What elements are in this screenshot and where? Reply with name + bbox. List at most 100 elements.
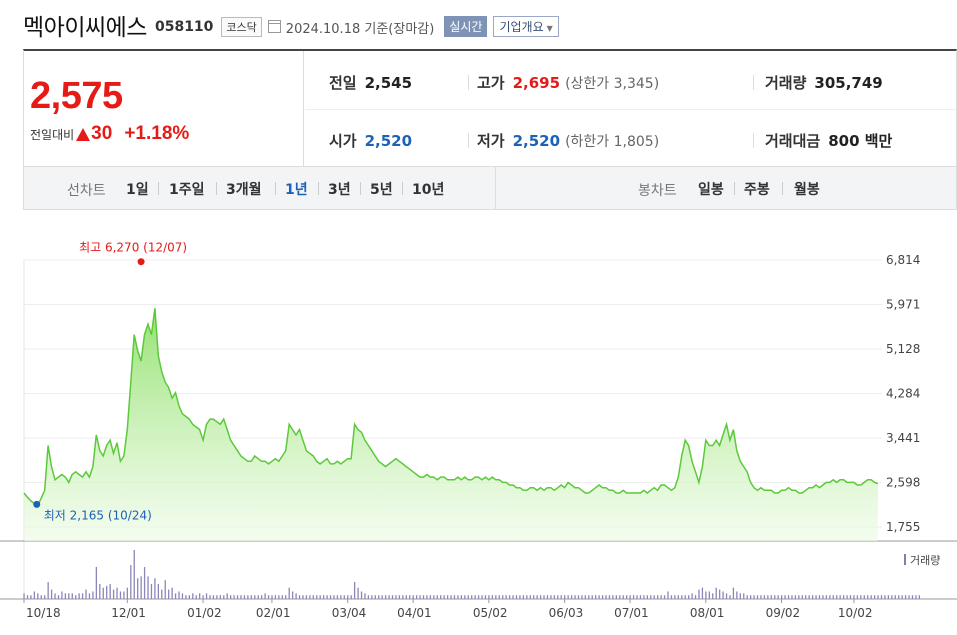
price-chart[interactable]: 6,814 5,971 5,128 4,284 3,441 2,598 1,755 10/1… — [0, 230, 957, 635]
volume-bar — [794, 595, 797, 599]
volume-bar — [319, 595, 321, 599]
stat-label: 거래대금 — [765, 132, 821, 150]
y-tick-label: 4,284 — [886, 387, 920, 401]
volume-bar — [123, 591, 125, 599]
volume-bar — [384, 595, 387, 599]
volume-bar — [378, 595, 380, 599]
volume-bar — [663, 595, 666, 599]
volume-bar — [546, 595, 549, 599]
stat-separator — [468, 133, 469, 148]
volume-bar — [95, 566, 98, 599]
volume-bar — [622, 595, 624, 599]
volume-bar — [402, 595, 404, 599]
period-5y[interactable]: 5년 — [370, 182, 393, 198]
volume-bar — [264, 593, 266, 599]
period-3y[interactable]: 3년 — [328, 182, 351, 198]
period-1w[interactable]: 1주일 — [169, 182, 205, 198]
volume-bar — [171, 587, 173, 599]
volume-bar — [316, 595, 318, 599]
volume-bar — [481, 595, 483, 599]
period-10y[interactable]: 10년 — [412, 182, 445, 198]
volume-bar — [873, 595, 876, 599]
volume-bar — [495, 595, 497, 599]
stat-label: 저가 — [477, 132, 505, 150]
volume-bar — [891, 595, 893, 599]
volume-bar — [405, 595, 407, 599]
y-tick-label: 6,814 — [886, 253, 920, 267]
volume-bar — [677, 595, 679, 599]
volume-bar — [853, 595, 855, 599]
toolbar-separator — [402, 182, 403, 195]
x-tick-label: 01/02 — [187, 606, 222, 620]
volume-bar — [295, 593, 297, 599]
volume-bar — [88, 593, 91, 599]
volume-bar — [653, 595, 655, 599]
price-area — [24, 308, 878, 541]
stat-label: 거래량 — [765, 74, 807, 92]
candle-daily[interactable]: 일봉 — [698, 182, 724, 198]
volume-bar — [467, 595, 469, 599]
volume-bar — [143, 566, 146, 599]
volume-bar — [760, 595, 762, 599]
volume-bar — [157, 583, 159, 599]
calendar-icon — [267, 20, 281, 33]
volume-bar — [322, 595, 325, 599]
lower-limit: (하한가 1,805) — [565, 134, 660, 150]
volume-bar — [50, 589, 53, 599]
volume-bar — [749, 595, 752, 599]
toolbar-separator — [360, 182, 361, 195]
volume-bar — [601, 595, 604, 599]
volume-bar — [763, 595, 766, 599]
period-3m[interactable]: 3개월 — [226, 182, 262, 198]
volume-bar — [216, 595, 218, 599]
x-tick-label: 06/03 — [549, 606, 584, 620]
volume-bar — [343, 595, 345, 599]
volume-bar — [350, 595, 352, 599]
toolbar-separator — [734, 182, 735, 195]
volume-bar — [116, 587, 118, 599]
company-overview-dropdown[interactable]: 기업개요 ▼ — [493, 16, 559, 37]
volume-bar — [419, 595, 421, 599]
candle-weekly[interactable]: 주봉 — [744, 182, 770, 198]
stat-value: 2,520 — [512, 132, 561, 150]
date-basis: 기준(장마감) — [364, 21, 435, 37]
volume-bar — [667, 591, 669, 599]
volume-bar — [787, 595, 790, 599]
volume-bar — [557, 595, 559, 599]
volume-bar — [226, 593, 228, 599]
period-1y[interactable]: 1년 — [285, 182, 308, 198]
volume-bar — [178, 591, 180, 599]
x-axis-labels: 10/18 12/01 01/02 02/01 03/04 04/01 05/02 06/03… — [23, 599, 872, 620]
volume-bar — [646, 595, 648, 599]
volume-bar — [137, 578, 139, 599]
volume-bar — [174, 593, 177, 599]
stat-value: 305,749 — [814, 74, 883, 92]
stat-low: 저가 2,520 (하한가 1,805) — [477, 130, 659, 151]
change-label: 전일대비 — [30, 127, 75, 142]
volume-bar — [302, 595, 304, 599]
volume-bar — [842, 595, 845, 599]
upper-limit: (상한가 3,345) — [565, 76, 660, 92]
realtime-button[interactable]: 실시간 — [444, 16, 488, 37]
volume-bar — [47, 582, 49, 599]
candle-monthly[interactable]: 월봉 — [794, 182, 820, 198]
period-1d[interactable]: 1일 — [126, 182, 149, 198]
volume-bar — [877, 595, 879, 599]
volume-bar — [898, 595, 900, 599]
volume-bar — [870, 595, 872, 599]
volume-bar — [911, 595, 914, 599]
volume-bar — [75, 595, 77, 599]
volume-bar — [498, 595, 500, 599]
volume-bar — [894, 595, 896, 599]
volume-bar — [333, 595, 335, 599]
volume-bar — [801, 595, 803, 599]
stat-separator — [753, 75, 754, 90]
volume-bar — [119, 591, 122, 599]
volume-bar — [729, 595, 731, 599]
volume-bar — [57, 595, 60, 599]
volume-bar — [698, 589, 700, 599]
stock-code: 058110 — [154, 19, 214, 35]
x-tick-label: 08/01 — [690, 606, 725, 620]
volume-bar — [298, 595, 301, 599]
volume-bar — [739, 593, 741, 599]
